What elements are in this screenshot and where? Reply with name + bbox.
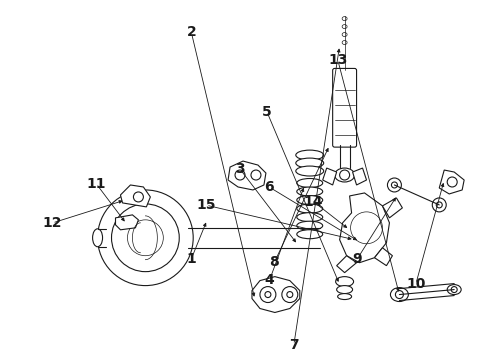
Polygon shape [252,276,300,312]
Text: 3: 3 [235,162,245,176]
Ellipse shape [337,285,353,293]
Ellipse shape [335,168,355,182]
Circle shape [432,198,446,212]
Polygon shape [365,220,380,256]
Text: 5: 5 [262,105,272,119]
Ellipse shape [297,195,323,204]
Text: 15: 15 [196,198,216,212]
Text: 1: 1 [186,252,196,266]
Polygon shape [374,248,392,266]
Text: 8: 8 [270,256,279,270]
Ellipse shape [297,213,323,222]
Text: 4: 4 [265,273,274,287]
Ellipse shape [296,150,324,160]
Text: 11: 11 [86,177,106,190]
Polygon shape [383,198,402,218]
Text: 6: 6 [265,180,274,194]
Ellipse shape [391,288,408,302]
Polygon shape [353,168,367,185]
Circle shape [98,190,193,285]
Text: 2: 2 [186,25,196,39]
FancyBboxPatch shape [333,68,357,147]
Polygon shape [116,215,138,230]
Polygon shape [228,161,266,190]
Text: 14: 14 [304,194,323,208]
Ellipse shape [296,166,324,176]
Ellipse shape [447,285,461,294]
Text: 12: 12 [43,216,62,230]
Text: 7: 7 [289,338,298,352]
Polygon shape [340,193,390,263]
Polygon shape [323,168,337,185]
Ellipse shape [297,179,323,188]
Ellipse shape [297,230,323,239]
Text: 13: 13 [328,53,347,67]
Ellipse shape [297,187,323,196]
Circle shape [388,178,401,192]
Polygon shape [121,185,150,207]
Ellipse shape [338,293,352,300]
Ellipse shape [297,204,323,213]
Ellipse shape [336,276,354,287]
Ellipse shape [297,221,323,230]
Polygon shape [439,170,464,194]
Polygon shape [337,256,357,273]
Ellipse shape [296,158,324,168]
Ellipse shape [93,229,102,247]
Text: 10: 10 [406,277,425,291]
Text: 9: 9 [352,252,362,266]
